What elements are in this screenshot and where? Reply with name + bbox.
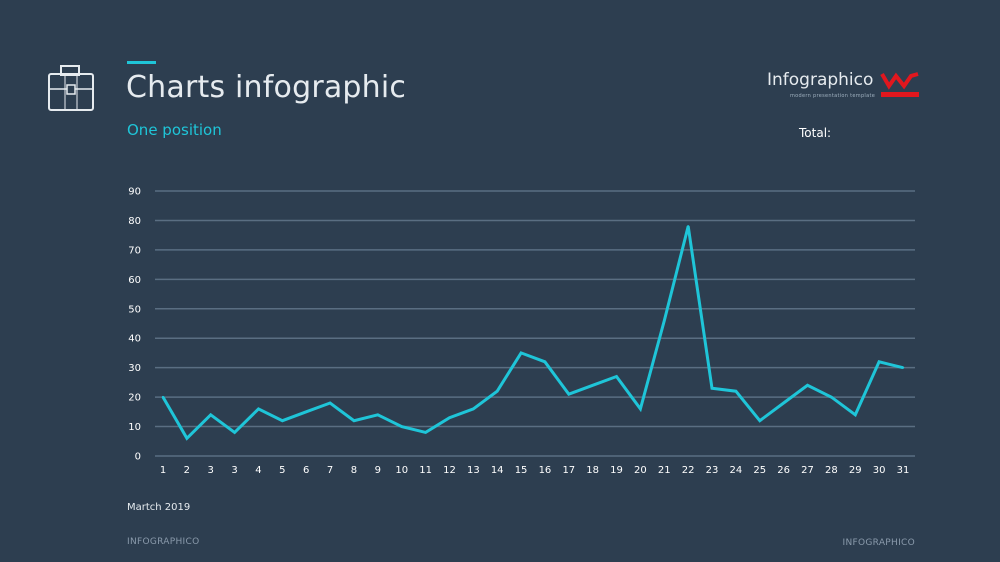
data-point xyxy=(877,360,881,363)
x-tick-label: 1 xyxy=(160,465,166,476)
date-label: Martch 2019 xyxy=(127,502,191,513)
x-tick-label: 3 xyxy=(231,465,237,476)
x-tick-label: 27 xyxy=(801,465,814,476)
x-tick-label: 4 xyxy=(255,465,261,476)
data-point xyxy=(686,225,690,228)
x-tick-label: 21 xyxy=(658,465,671,476)
data-point xyxy=(185,437,189,440)
data-point xyxy=(472,407,475,411)
x-tick-label: 2 xyxy=(184,465,190,476)
x-tick-label: 13 xyxy=(467,465,480,476)
page-title: Charts infographic xyxy=(126,70,407,105)
data-point xyxy=(305,410,308,414)
data-point xyxy=(328,401,332,405)
x-tick-label: 7 xyxy=(327,465,333,476)
data-point xyxy=(901,366,905,369)
brand-name: Infographico xyxy=(767,70,874,90)
grid-lines xyxy=(155,190,915,457)
x-tick-label: 5 xyxy=(279,465,285,476)
page-subtitle: One position xyxy=(127,121,222,139)
y-tick-label: 0 xyxy=(135,452,141,463)
x-tick-label: 22 xyxy=(682,465,695,476)
briefcase-icon xyxy=(47,63,95,113)
footer-brand-right: INFOGRAPHICO xyxy=(842,538,915,548)
data-point xyxy=(209,413,212,416)
data-point xyxy=(161,395,165,399)
x-tick-label: 12 xyxy=(443,465,456,476)
data-point xyxy=(830,395,833,399)
x-tick-label: 6 xyxy=(303,465,309,476)
data-point xyxy=(448,416,451,419)
data-point xyxy=(710,387,714,390)
x-tick-label: 29 xyxy=(849,465,862,476)
y-tick-label: 30 xyxy=(128,363,141,374)
x-tick-label: 15 xyxy=(515,465,528,476)
data-point xyxy=(734,390,738,393)
x-tick-label: 18 xyxy=(586,465,599,476)
data-point xyxy=(352,419,356,422)
x-tick-label: 28 xyxy=(825,465,838,476)
x-tick-label: 26 xyxy=(777,465,790,476)
data-point xyxy=(257,407,260,411)
x-tick-label: 23 xyxy=(706,465,719,476)
data-point xyxy=(400,425,403,428)
red-crown-logo-icon xyxy=(880,70,920,100)
data-point xyxy=(615,375,618,378)
x-tick-label: 31 xyxy=(897,465,910,476)
x-tick-label: 30 xyxy=(873,465,886,476)
brand-tagline: modern presentation template xyxy=(790,93,876,99)
x-tick-label: 14 xyxy=(491,465,504,476)
y-tick-label: 40 xyxy=(128,334,141,345)
x-tick-label: 3 xyxy=(208,465,214,476)
series-line-layer xyxy=(161,225,905,441)
data-point xyxy=(639,407,642,411)
data-point xyxy=(567,392,571,396)
y-tick-label: 10 xyxy=(128,422,141,433)
y-tick-label: 60 xyxy=(128,275,141,286)
y-axis-ticks: 0 10 20 30 40 50 60 70 80 90 xyxy=(128,187,141,463)
x-tick-label: 24 xyxy=(730,465,743,476)
data-point xyxy=(495,390,499,393)
x-tick-label: 11 xyxy=(419,465,432,476)
y-tick-label: 90 xyxy=(128,187,141,198)
x-tick-label: 16 xyxy=(539,465,552,476)
data-point xyxy=(424,431,427,434)
y-tick-label: 20 xyxy=(128,393,141,404)
data-point xyxy=(543,360,547,363)
data-point xyxy=(806,384,809,387)
data-point xyxy=(782,401,785,405)
y-tick-label: 80 xyxy=(128,216,141,227)
x-tick-label: 20 xyxy=(634,465,647,476)
x-tick-label: 10 xyxy=(395,465,408,476)
x-tick-label: 25 xyxy=(753,465,766,476)
x-tick-label: 19 xyxy=(610,465,623,476)
x-tick-label: 17 xyxy=(562,465,575,476)
data-point xyxy=(281,419,284,422)
y-tick-label: 50 xyxy=(128,304,141,315)
data-point xyxy=(591,384,594,387)
data-point xyxy=(376,413,380,416)
total-label: Total: xyxy=(799,126,832,140)
series-line xyxy=(161,225,904,441)
data-point xyxy=(519,351,523,355)
title-accent-bar xyxy=(127,61,156,64)
data-point xyxy=(758,419,761,422)
x-axis-ticks: 1 2 3 3 4 5 6 7 8 9 10 11 12 13 14 15 16 17 18 19 20 21 22 23 24… xyxy=(160,465,910,476)
data-point xyxy=(233,431,236,434)
data-point xyxy=(854,413,857,416)
y-tick-label: 70 xyxy=(128,245,141,256)
x-tick-label: 8 xyxy=(351,465,357,476)
data-point xyxy=(663,319,666,322)
footer-brand-left: INFOGRAPHICO xyxy=(127,537,200,547)
x-tick-label: 9 xyxy=(375,465,381,476)
